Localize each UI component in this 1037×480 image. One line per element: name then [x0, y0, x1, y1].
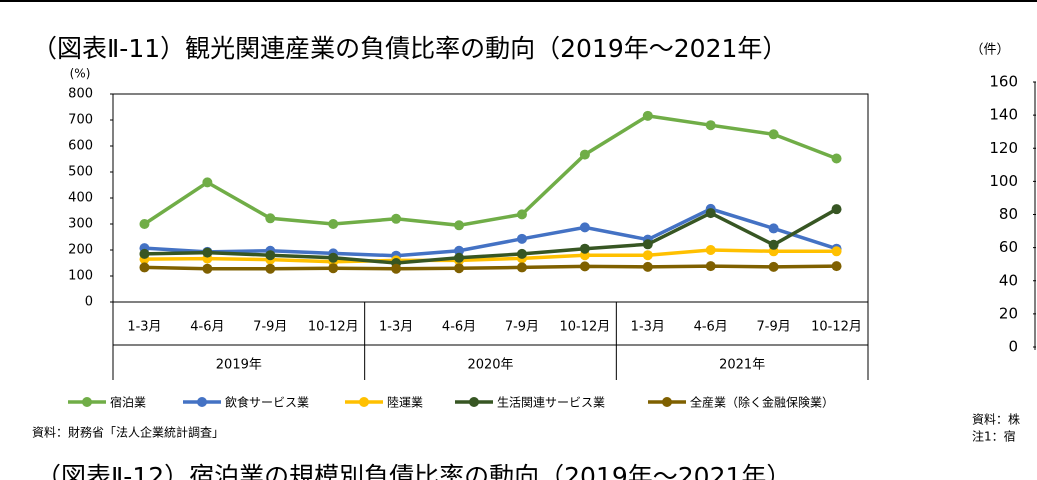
legend-marker: [662, 397, 672, 407]
y-tick-label: 600: [68, 139, 93, 154]
data-point: [454, 263, 465, 274]
data-point: [642, 110, 653, 121]
data-point: [768, 223, 779, 234]
series-line: [144, 248, 837, 264]
data-point: [139, 262, 150, 273]
data-point: [454, 245, 465, 256]
data-point: [516, 248, 527, 259]
data-point: [642, 239, 653, 250]
data-point: [705, 120, 716, 131]
y-tick-label: 100: [68, 269, 93, 284]
data-point: [391, 213, 402, 224]
data-point: [516, 262, 527, 273]
data-point: [642, 261, 653, 272]
data-point: [139, 248, 150, 259]
data-point: [202, 263, 213, 274]
y-tick-label: 160: [989, 73, 1018, 91]
data-point: [579, 149, 590, 160]
x-tick-label: 4-6月: [190, 320, 224, 335]
data-point: [516, 233, 527, 244]
data-point: [139, 219, 150, 229]
data-point: [642, 250, 653, 261]
x-tick-label: 10-12月: [559, 320, 610, 335]
data-point: [768, 129, 779, 140]
data-point: [768, 239, 779, 250]
data-point: [831, 246, 842, 257]
data-point: [579, 261, 590, 272]
y-tick-label: 200: [68, 243, 93, 258]
x-tick-label: 1-3月: [631, 320, 665, 335]
data-point: [202, 247, 213, 258]
legend-label: 生活関連サービス業: [497, 396, 605, 410]
x-tick-label: 10-12月: [308, 320, 359, 335]
data-point: [265, 250, 276, 261]
y-tick-label: 700: [68, 113, 93, 128]
data-point: [831, 204, 842, 215]
note: 資料：株: [972, 412, 1020, 427]
data-point: [705, 245, 716, 255]
data-point: [831, 153, 842, 164]
source: 資料：財務省「法人企業統計調査」: [32, 425, 224, 440]
legend-label: 陸運業: [387, 396, 423, 410]
x-tick-label: 1-3月: [379, 320, 413, 335]
data-point: [328, 219, 339, 229]
data-point: [454, 220, 465, 231]
x-tick-label: 1-3月: [127, 320, 161, 335]
y-tick-label: 140: [989, 106, 1018, 124]
x-tick-label: 10-12月: [811, 320, 862, 335]
y-axis-label: （件）: [970, 43, 1009, 58]
y-axis-label: (%): [70, 67, 91, 81]
data-point: [579, 222, 590, 233]
series-line: [143, 114, 838, 228]
x-tick-label: 7-9月: [757, 320, 791, 335]
data-point: [202, 177, 213, 188]
y-tick-label: 60: [999, 238, 1018, 256]
x-tick-label: 4-6月: [442, 320, 476, 335]
data-point: [516, 209, 527, 220]
y-tick-label: 120: [989, 139, 1018, 157]
legend-marker: [359, 397, 369, 407]
series-line: [144, 207, 838, 258]
y-tick-label: 100: [989, 172, 1018, 190]
data-point: [768, 261, 779, 272]
x-tick-label: 4-6月: [694, 320, 728, 335]
data-point: [831, 261, 842, 272]
legend-label: 飲食サービス業: [225, 395, 309, 410]
legend-label: 宿泊業: [110, 395, 146, 410]
data-point: [265, 263, 276, 274]
y-tick-label: 40: [999, 271, 1018, 289]
next-title: （図表Ⅱ-12）宿泊業の規模別負債比率の動向（2019年～2021年）: [36, 462, 791, 480]
x-tick-label: 7-9月: [505, 320, 539, 335]
y-tick-label: 80: [999, 205, 1018, 223]
chart-title: （図表Ⅱ-11）観光関連産業の負債比率の動向（2019年～2021年）: [32, 34, 787, 63]
y-tick-label: 0: [85, 295, 93, 310]
y-tick-label: 800: [68, 87, 93, 102]
legend-label: 全産業（除く金融保険業）: [690, 395, 834, 410]
series-line: [144, 207, 838, 265]
data-point: [328, 252, 339, 263]
legend-marker: [82, 397, 92, 407]
x-tick-label: 7-9月: [253, 320, 287, 335]
data-point: [705, 208, 716, 219]
data-point: [454, 252, 465, 263]
y-tick-label: 400: [68, 191, 93, 206]
y-tick-label: 300: [68, 217, 93, 232]
data-point: [705, 261, 716, 272]
y-tick-label: 20: [999, 304, 1018, 322]
legend-marker: [197, 397, 207, 407]
x-group-label: 2019年: [216, 358, 262, 373]
x-group-label: 2020年: [467, 358, 513, 373]
series-line: [144, 264, 837, 271]
data-point: [391, 263, 402, 274]
x-group-label: 2021年: [719, 358, 765, 373]
data-point: [328, 263, 339, 274]
legend-marker: [469, 397, 479, 407]
y-tick-label: 500: [68, 165, 93, 180]
y-tick-label: 0: [1008, 338, 1018, 356]
data-point: [265, 213, 276, 224]
note: 注1：宿: [972, 429, 1016, 444]
data-point: [579, 243, 590, 254]
